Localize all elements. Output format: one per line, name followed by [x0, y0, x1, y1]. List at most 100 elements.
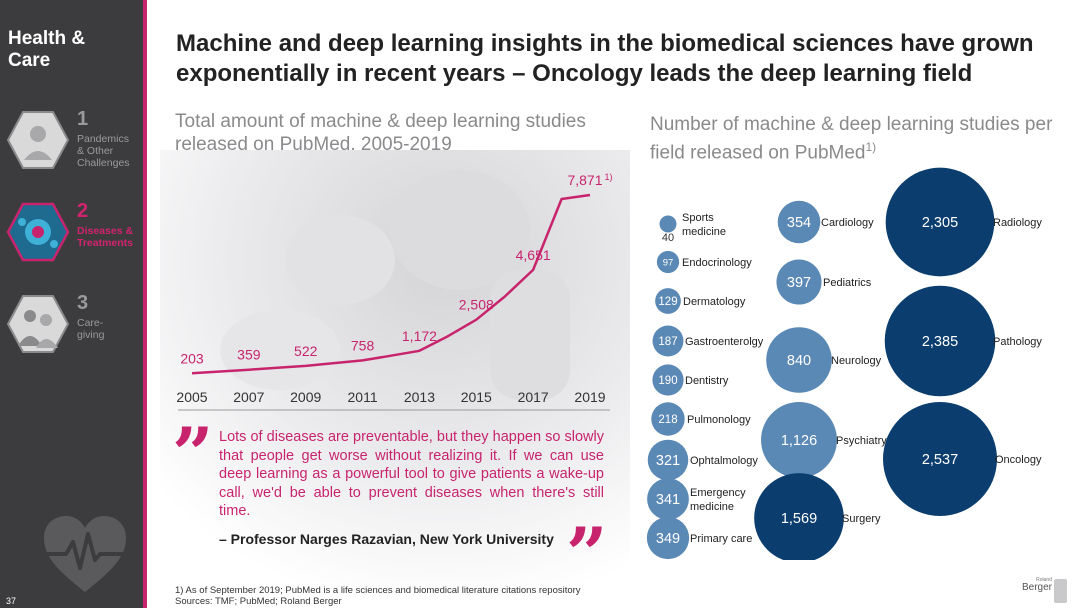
bubble-psychiatry: 1,126 Psychiatry: [761, 402, 887, 478]
bubble-field-label: Surgery: [842, 513, 881, 525]
roland-berger-logo: Roland Berger: [1008, 577, 1070, 605]
footnote-sources: Sources: TMF; PubMed; Roland Berger: [175, 596, 342, 607]
pandemics-hexagon-icon: [6, 111, 70, 169]
footnote-1: 1) As of September 2019; PubMed is a lif…: [175, 585, 581, 596]
x-tick-label: 2011: [348, 389, 378, 405]
logo-mark-icon: [1054, 579, 1067, 603]
bubble: [647, 478, 689, 520]
sidebar-item-number: 3: [77, 292, 89, 314]
left-chart-subtitle: Total amount of machine & deep learning …: [175, 111, 586, 155]
bubble-field-label: Dentistry: [685, 375, 729, 387]
bubble-field-label-line: Neurology: [831, 355, 882, 367]
x-tick-label: 2005: [176, 389, 207, 405]
bubble-value: 321: [656, 453, 680, 469]
bubble-value: 2,537: [922, 452, 958, 468]
sidebar-item-diseases[interactable]: 2 Diseases & Treatments: [0, 200, 143, 280]
bubble-gastroenterolgy: 187 Gastroenterolgy: [652, 325, 764, 357]
bubble-value: 190: [658, 375, 677, 387]
bubble-oncology: 2,537 Oncology: [883, 402, 1042, 516]
sidebar-item-label: Diseases & Treatments: [77, 225, 134, 249]
sidebar-item-caregiving[interactable]: 3 Care- giving: [0, 292, 143, 372]
bubble-field-label-line: Pathology: [993, 336, 1042, 348]
open-quote-mark: ”: [172, 411, 214, 496]
line-series: [191, 193, 591, 375]
bubble-field-label: Sports medicine: [682, 212, 726, 238]
bubble-value: 349: [656, 531, 680, 547]
caregiving-hexagon-icon: [6, 295, 70, 353]
bubble: [776, 259, 822, 305]
bubble-field-label-line: Primary care: [690, 533, 752, 545]
bubble-field-label: Dermatology: [683, 296, 746, 308]
bubble: [659, 215, 677, 233]
data-label: 4,651: [516, 247, 551, 263]
bubble-field-label: Pediatrics: [823, 277, 872, 289]
bubble-pulmonology: 218 Pulmonology: [651, 402, 751, 436]
bubble-field-label-line: Gastroenterolgy: [685, 336, 764, 348]
x-tick-label: 2013: [404, 389, 435, 405]
bubble-field-label-line: Pediatrics: [823, 277, 872, 289]
bubble-primary-care: 349 Primary care: [646, 516, 752, 560]
bubble-field-label: Emergency medicine: [690, 487, 746, 513]
bubble-field-label-line: Ophtalmology: [690, 455, 758, 467]
bubble-value: 40: [662, 232, 674, 244]
logo-small-text: Roland: [1036, 577, 1052, 583]
bubble-endocrinology: 97 Endocrinology: [656, 250, 752, 274]
bubble-field-label-line: Psychiatry: [836, 435, 887, 447]
bubble: [652, 325, 684, 357]
x-tick-label: 2007: [233, 389, 264, 405]
bubble-field-label: Cardiology: [821, 217, 874, 229]
bubble: [761, 402, 837, 478]
bubble: [883, 402, 997, 516]
bubble-pediatrics: 397 Pediatrics: [776, 259, 872, 305]
bubble-field-label-line: medicine: [682, 226, 726, 238]
bubble-value: 187: [658, 336, 677, 348]
data-label: 359: [237, 347, 261, 363]
bubble-surgery: 1,569 Surgery: [754, 473, 881, 560]
right-chart-subtitle: Number of machine & deep learning studie…: [650, 114, 1053, 164]
bubble-dentistry: 190 Dentistry: [652, 364, 729, 396]
bubble-field-label-line: medicine: [690, 501, 734, 513]
bubble-field-label: Pulmonology: [687, 414, 751, 426]
bubble-field-label: Pathology: [993, 336, 1042, 348]
quote-text: Lots of diseases are preventable, but th…: [219, 429, 604, 519]
data-label: 758: [351, 337, 375, 353]
sidebar-item-label: Pandemics & Other Challenges: [77, 133, 130, 169]
bubble-field-label-line: Surgery: [842, 513, 881, 525]
close-quote-mark: ”: [566, 511, 608, 596]
sidebar-accent-bar: [143, 0, 147, 608]
bubble-pathology: 2,385 Pathology: [884, 285, 1042, 397]
bubble: [652, 364, 684, 396]
bubble-value: 2,385: [922, 334, 958, 350]
data-label-footnote: 1): [605, 172, 613, 182]
quote-author: – Professor Narges Razavian, New York Un…: [219, 531, 554, 547]
data-label: 522: [294, 343, 318, 359]
bubble-field-label: Primary care: [690, 533, 752, 545]
bubble: [656, 250, 680, 274]
sidebar-item-number: 2: [77, 200, 89, 222]
bubble: [754, 473, 844, 560]
sidebar-item-pandemics[interactable]: 1 Pandemics & Other Challenges: [0, 108, 143, 188]
x-tick-label: 2009: [290, 389, 321, 405]
bubble-field-label-line: Cardiology: [821, 217, 874, 229]
bubble: [885, 167, 995, 277]
page-title: Machine and deep learning insights in th…: [176, 30, 1034, 87]
bubble-value: 2,305: [922, 215, 958, 231]
bubble: [655, 288, 681, 314]
bubble-value: 218: [658, 414, 677, 426]
bubble-value: 341: [656, 492, 680, 508]
bubble-field-label-line: Endocrinology: [682, 257, 752, 269]
footnote-marker: 1): [865, 140, 877, 154]
diseases-hexagon-icon: [6, 202, 70, 262]
bubble-value: 129: [658, 296, 677, 308]
sidebar-item-number: 1: [77, 108, 89, 130]
data-label: 2,508: [459, 297, 494, 313]
bubble-field-label: Radiology: [993, 217, 1042, 229]
bubble: [651, 402, 685, 436]
bubble: [647, 439, 689, 481]
bubble-field-label: Ophtalmology: [690, 455, 758, 467]
bubble-value: 1,126: [781, 433, 817, 449]
page-number: 37: [6, 596, 17, 606]
bubble-field-label: Psychiatry: [836, 435, 887, 447]
sidebar-title: Health & Care: [8, 28, 86, 71]
x-tick-label: 2019: [574, 389, 605, 405]
